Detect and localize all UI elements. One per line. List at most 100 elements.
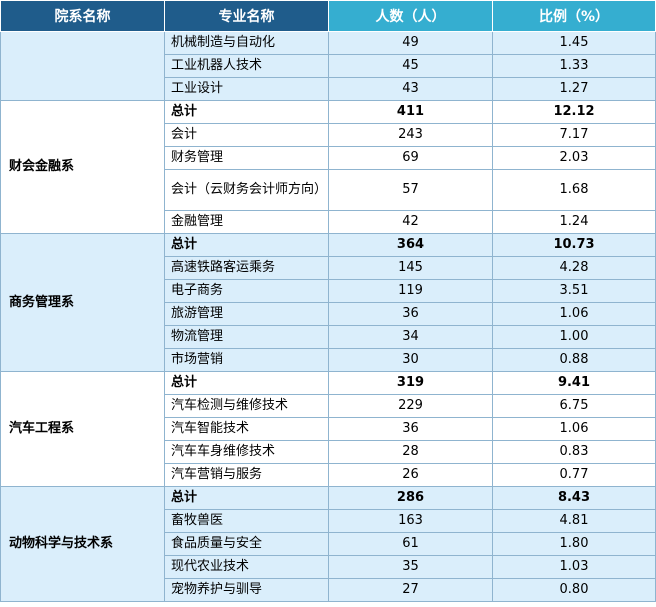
header-major: 专业名称: [164, 0, 329, 32]
count-cell: 57: [328, 169, 493, 211]
major-name-cell: 高速铁路客运乘务: [164, 256, 329, 280]
major-name-cell: 机械制造与自动化: [164, 31, 329, 55]
ratio-cell: 9.41: [492, 371, 656, 395]
dept-name-cell: 汽车工程系: [0, 371, 165, 487]
table-row: 畜牧兽医 163 4.81: [1, 509, 656, 533]
table-row-total: 商务管理系 总计 364 10.73: [0, 233, 656, 372]
table-row-total: 汽车工程系 总计 319 9.41: [0, 371, 656, 487]
count-cell: 119: [328, 279, 493, 303]
count-cell: 36: [328, 417, 493, 441]
major-name-cell: 工业机器人技术: [164, 54, 329, 78]
count-cell: 43: [328, 77, 493, 101]
major-name-cell: 总计: [164, 233, 329, 257]
table-row: 会计（云财务会计师方向） 57 1.68: [1, 169, 656, 211]
ratio-cell: 0.77: [492, 463, 656, 487]
table-row: 汽车营销与服务 26 0.77: [1, 463, 656, 487]
table-row: 机械制造与自动化 49 1.45: [0, 31, 656, 101]
count-cell: 229: [328, 394, 493, 418]
ratio-cell: 12.12: [492, 100, 656, 124]
ratio-cell: 1.27: [492, 77, 656, 101]
count-cell: 61: [328, 532, 493, 556]
major-name-cell: 会计: [164, 123, 329, 147]
ratio-cell: 1.80: [492, 532, 656, 556]
dept-name-cell: 动物科学与技术系: [0, 486, 165, 602]
ratio-cell: 10.73: [492, 233, 656, 257]
ratio-cell: 1.24: [492, 210, 656, 234]
count-cell: 145: [328, 256, 493, 280]
ratio-cell: 8.43: [492, 486, 656, 510]
table-row: 市场营销 30 0.88: [1, 348, 656, 372]
ratio-cell: 4.28: [492, 256, 656, 280]
major-name-cell: 现代农业技术: [164, 555, 329, 579]
table-row: 现代农业技术 35 1.03: [1, 555, 656, 579]
header-dept: 院系名称: [0, 0, 165, 32]
ratio-cell: 4.81: [492, 509, 656, 533]
count-cell: 35: [328, 555, 493, 579]
count-cell: 319: [328, 371, 493, 395]
count-cell: 30: [328, 348, 493, 372]
count-cell: 411: [328, 100, 493, 124]
major-name-cell: 电子商务: [164, 279, 329, 303]
count-cell: 243: [328, 123, 493, 147]
ratio-cell: 7.17: [492, 123, 656, 147]
major-name-cell: 总计: [164, 371, 329, 395]
table-row: 金融管理 42 1.24: [1, 210, 656, 234]
table-row-total: 财会金融系 总计 411 12.12: [0, 100, 656, 234]
table-row: 工业机器人技术 45 1.33: [1, 54, 656, 78]
table-row: 财务管理 69 2.03: [1, 146, 656, 170]
major-name-cell: 汽车智能技术: [164, 417, 329, 441]
major-name-cell: 总计: [164, 100, 329, 124]
table-row-total: 动物科学与技术系 总计 286 8.43: [0, 486, 656, 602]
ratio-cell: 1.33: [492, 54, 656, 78]
ratio-cell: 0.80: [492, 578, 656, 602]
major-name-cell: 市场营销: [164, 348, 329, 372]
count-cell: 34: [328, 325, 493, 349]
table-header: 院系名称 专业名称 人数（人） 比例（%）: [0, 0, 656, 32]
table-row: 高速铁路客运乘务 145 4.28: [1, 256, 656, 280]
count-cell: 42: [328, 210, 493, 234]
count-cell: 69: [328, 146, 493, 170]
major-name-cell: 汽车营销与服务: [164, 463, 329, 487]
major-name-cell: 汽车检测与维修技术: [164, 394, 329, 418]
major-name-cell: 财务管理: [164, 146, 329, 170]
table-row: 电子商务 119 3.51: [1, 279, 656, 303]
count-cell: 28: [328, 440, 493, 464]
header-ratio: 比例（%）: [492, 0, 656, 32]
count-cell: 49: [328, 31, 493, 55]
count-cell: 27: [328, 578, 493, 602]
major-name-cell: 食品质量与安全: [164, 532, 329, 556]
dept-name-cell: 财会金融系: [0, 100, 165, 234]
table-row: 会计 243 7.17: [1, 123, 656, 147]
ratio-cell: 0.88: [492, 348, 656, 372]
header-row: 院系名称 专业名称 人数（人） 比例（%）: [0, 0, 656, 32]
count-cell: 26: [328, 463, 493, 487]
count-cell: 45: [328, 54, 493, 78]
major-name-cell: 总计: [164, 486, 329, 510]
table-row: 汽车智能技术 36 1.06: [1, 417, 656, 441]
count-cell: 36: [328, 302, 493, 326]
count-cell: 286: [328, 486, 493, 510]
major-name-cell: 工业设计: [164, 77, 329, 101]
ratio-cell: 1.45: [492, 31, 656, 55]
dept-name-cell: 商务管理系: [0, 233, 165, 372]
ratio-cell: 6.75: [492, 394, 656, 418]
major-name-cell: 物流管理: [164, 325, 329, 349]
dept-name-cell: [0, 31, 165, 101]
major-name-cell: 金融管理: [164, 210, 329, 234]
table-row: 旅游管理 36 1.06: [1, 302, 656, 326]
major-name-cell: 畜牧兽医: [164, 509, 329, 533]
major-name-cell: 宠物养护与驯导: [164, 578, 329, 602]
ratio-cell: 1.68: [492, 169, 656, 211]
ratio-cell: 1.06: [492, 417, 656, 441]
count-cell: 163: [328, 509, 493, 533]
ratio-cell: 3.51: [492, 279, 656, 303]
major-name-cell: 汽车车身维修技术: [164, 440, 329, 464]
ratio-cell: 2.03: [492, 146, 656, 170]
major-name-cell: 旅游管理: [164, 302, 329, 326]
major-name-cell: 会计（云财务会计师方向）: [164, 169, 329, 211]
ratio-cell: 1.06: [492, 302, 656, 326]
table-row: 宠物养护与驯导 27 0.80: [1, 578, 656, 602]
header-count: 人数（人）: [328, 0, 493, 32]
ratio-cell: 1.03: [492, 555, 656, 579]
